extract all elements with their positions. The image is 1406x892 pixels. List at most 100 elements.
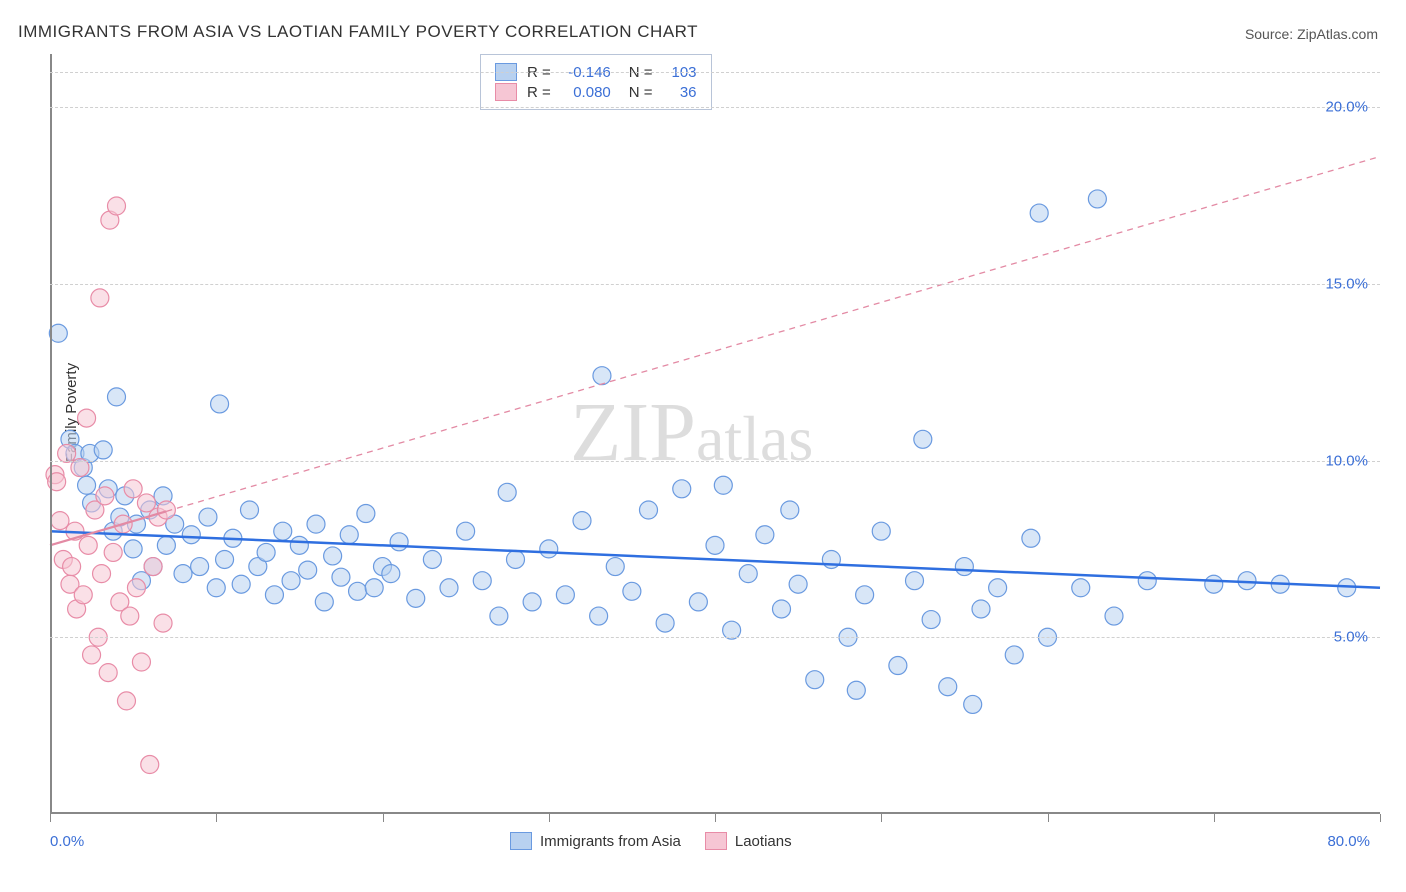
y-tick-label: 5.0% [1334,629,1368,646]
scatter-point [182,526,200,544]
scatter-point [63,558,81,576]
x-tick [50,814,51,822]
x-tick [1048,814,1049,822]
scatter-point [232,575,250,593]
scatter-point [93,565,111,583]
x-tick [1214,814,1215,822]
scatter-point [144,558,162,576]
gridline-h [50,637,1380,638]
scatter-point [51,512,69,530]
scatter-point [756,526,774,544]
scatter-point [274,522,292,540]
x-axis-max-label: 80.0% [1327,833,1370,850]
scatter-point [889,657,907,675]
scatter-point [656,614,674,632]
series-legend-item: Immigrants from Asia [510,832,681,850]
legend-n-label: N = [629,84,653,101]
scatter-point [99,664,117,682]
scatter-point [490,607,508,625]
scatter-point [83,646,101,664]
scatter-point [914,430,932,448]
scatter-point [94,441,112,459]
scatter-point [78,476,96,494]
scatter-point [922,611,940,629]
scatter-point [606,558,624,576]
scatter-point [590,607,608,625]
y-tick-label: 15.0% [1325,275,1368,292]
scatter-point [1088,190,1106,208]
legend-series-label: Laotians [735,833,792,850]
chart-area: Family Poverty ZIPatlas R =-0.146N =103R… [50,54,1380,824]
scatter-point [199,508,217,526]
scatter-point [689,593,707,611]
scatter-point [91,289,109,307]
scatter-point [121,607,139,625]
scatter-point [265,586,283,604]
legend-r-value: 0.080 [561,84,611,101]
source-name: ZipAtlas.com [1297,26,1378,42]
scatter-point [623,582,641,600]
scatter-point [157,501,175,519]
gridline-h [50,461,1380,462]
scatter-point [781,501,799,519]
scatter-point [282,572,300,590]
scatter-point [257,543,275,561]
scatter-point [96,487,114,505]
scatter-point [806,671,824,689]
scatter-point [640,501,658,519]
y-axis-line [50,54,52,814]
scatter-point [706,536,724,554]
y-tick-label: 10.0% [1325,452,1368,469]
scatter-point [340,526,358,544]
legend-swatch [495,83,517,101]
scatter-point [457,522,475,540]
y-tick-label: 20.0% [1325,99,1368,116]
legend-series-label: Immigrants from Asia [540,833,681,850]
scatter-point [1005,646,1023,664]
scatter-point [357,505,375,523]
scatter-point [104,543,122,561]
scatter-point [307,515,325,533]
x-tick [549,814,550,822]
scatter-point [556,586,574,604]
scatter-point [324,547,342,565]
source-label: Source: [1245,26,1293,42]
series-legend-item: Laotians [705,832,792,850]
scatter-point [132,653,150,671]
scatter-point [939,678,957,696]
scatter-point [1105,607,1123,625]
scatter-point [1138,572,1156,590]
scatter-point [157,536,175,554]
scatter-point [423,550,441,568]
x-tick [1380,814,1381,822]
scatter-point [906,572,924,590]
scatter-point [174,565,192,583]
scatter-point [523,593,541,611]
scatter-point [74,586,92,604]
scatter-point [673,480,691,498]
legend-n-value: 36 [663,84,697,101]
correlation-legend-row: R = 0.080 N = 36 [495,83,697,101]
x-tick [383,814,384,822]
x-tick [881,814,882,822]
legend-r-label: R = [527,84,551,101]
scatter-point [124,480,142,498]
scatter-point [49,324,67,342]
scatter-point [964,695,982,713]
scatter-point [473,572,491,590]
series-legend: Immigrants from Asia Laotians [510,832,792,850]
source-attribution: Source: ZipAtlas.com [1245,26,1378,42]
scatter-point [127,579,145,597]
scatter-point [507,550,525,568]
x-tick [715,814,716,822]
scatter-point [349,582,367,600]
scatter-point [847,681,865,699]
scatter-point [78,409,96,427]
scatter-point [1030,204,1048,222]
scatter-point [856,586,874,604]
scatter-point [789,575,807,593]
scatter-point [315,593,333,611]
scatter-point [365,579,383,597]
gridline-h [50,72,1380,73]
scatter-point [108,388,126,406]
